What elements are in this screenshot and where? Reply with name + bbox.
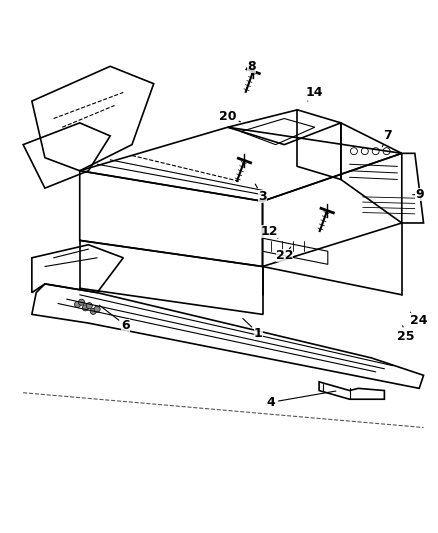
Text: 24: 24 [410,312,428,327]
Circle shape [82,305,88,311]
Text: 9: 9 [413,188,424,201]
Text: 6: 6 [99,305,130,332]
Circle shape [86,303,92,309]
Text: 25: 25 [397,326,415,343]
Text: 12: 12 [260,225,278,238]
Circle shape [90,308,96,314]
Circle shape [94,306,100,312]
Text: 1: 1 [243,318,262,340]
Text: 14: 14 [306,86,324,101]
Text: 7: 7 [382,130,392,147]
Circle shape [78,299,85,305]
Text: 8: 8 [247,60,256,75]
Circle shape [74,301,81,308]
Text: 22: 22 [276,247,293,262]
Text: 3: 3 [255,184,267,204]
Text: 20: 20 [219,110,240,123]
Text: 4: 4 [267,391,336,409]
